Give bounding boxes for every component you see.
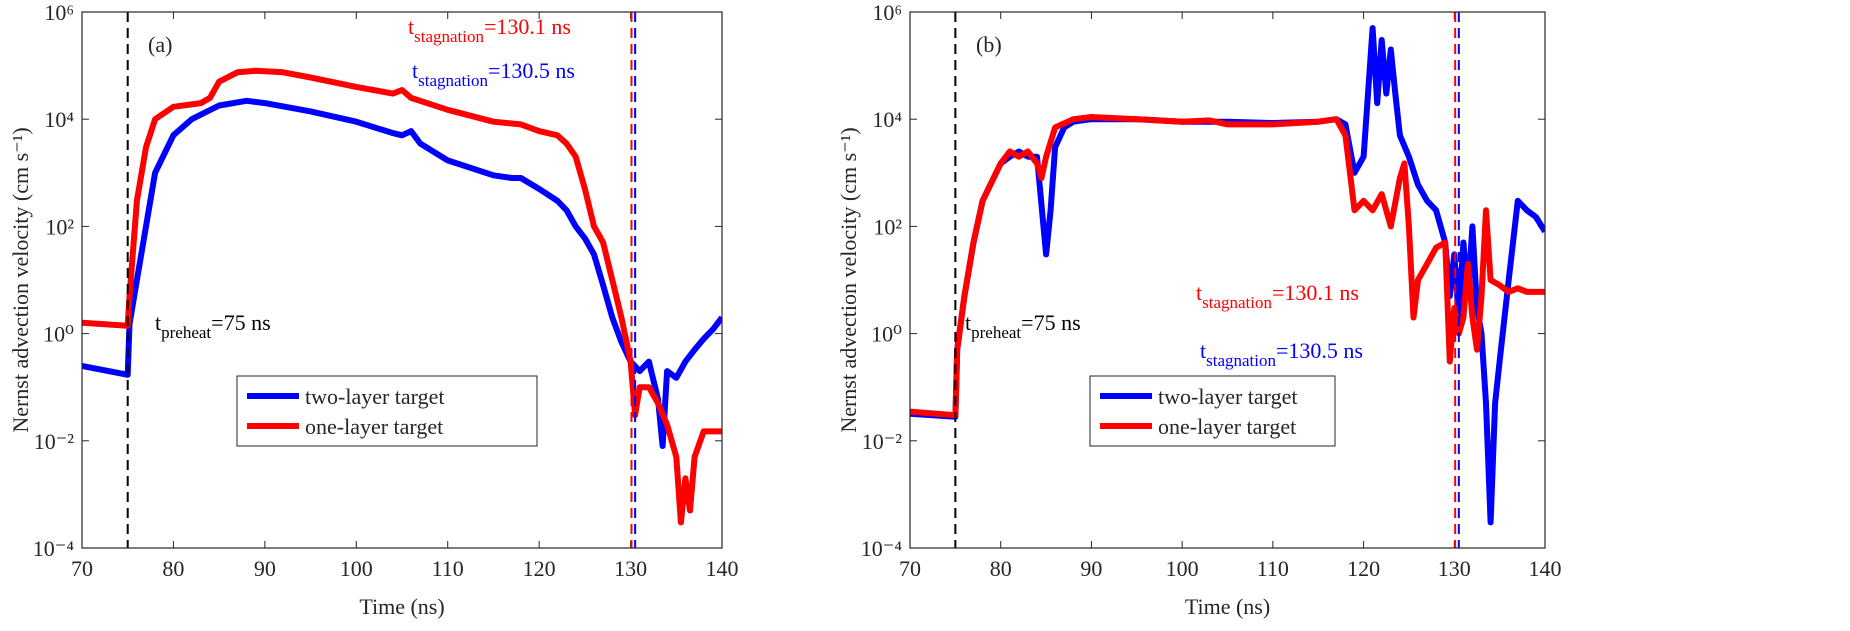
panel: 70 80 90 100 110 120 130 140 10⁻⁴ 10⁻² 10⁰ 10² 10⁴ 10… bbox=[8, 0, 739, 619]
legend-label: two-layer target bbox=[305, 384, 444, 409]
legend-label: two-layer target bbox=[1158, 384, 1297, 409]
annotation-base: t bbox=[408, 14, 414, 39]
axes-box bbox=[909, 11, 1546, 549]
y-tick-label: 10⁴ bbox=[872, 107, 902, 132]
annotation-text: =130.1 ns bbox=[484, 14, 571, 39]
y-tick-label: 10⁻⁴ bbox=[861, 536, 903, 561]
legend-label: one-layer target bbox=[1158, 414, 1296, 439]
y-tick-label: 10⁻² bbox=[862, 429, 903, 454]
x-tick-label: 100 bbox=[1166, 556, 1199, 581]
data-lines bbox=[910, 25, 1545, 526]
plot-area bbox=[910, 12, 1545, 548]
x-tick-label: 100 bbox=[340, 556, 373, 581]
annotation-base: t bbox=[412, 58, 418, 83]
series-line bbox=[910, 25, 1545, 526]
y-tick-label: 10² bbox=[45, 214, 74, 239]
x-axis-label: Time (ns) bbox=[359, 594, 444, 619]
x-tick-label: 80 bbox=[162, 556, 184, 581]
panel-label: (a) bbox=[148, 32, 172, 57]
y-tick-label: 10⁻⁴ bbox=[33, 536, 75, 561]
x-tick-label: 140 bbox=[1529, 556, 1562, 581]
annotation: tpreheat=75 ns bbox=[965, 310, 1081, 342]
annotation-sub: preheat bbox=[161, 323, 211, 342]
annotation-sub: preheat bbox=[971, 323, 1021, 342]
annotation-base: t bbox=[965, 310, 971, 335]
annotation-base: t bbox=[1196, 280, 1202, 305]
x-tick-label: 140 bbox=[706, 556, 739, 581]
y-tick-label: 10² bbox=[873, 214, 902, 239]
annotation: tstagnation=130.5 ns bbox=[412, 58, 575, 90]
annotation: tstagnation=130.1 ns bbox=[408, 14, 571, 46]
x-tick-label: 130 bbox=[614, 556, 647, 581]
x-tick-label: 110 bbox=[432, 556, 464, 581]
y-tick-label: 10⁰ bbox=[871, 322, 902, 347]
legend-label: one-layer target bbox=[305, 414, 443, 439]
annotation-text: =130.5 ns bbox=[488, 58, 575, 83]
legend-box bbox=[236, 375, 538, 447]
y-tick-label: 10⁰ bbox=[43, 322, 74, 347]
x-tick-label: 70 bbox=[899, 556, 921, 581]
x-tick-label: 90 bbox=[1080, 556, 1102, 581]
series-line bbox=[82, 97, 722, 449]
annotation-text: =130.1 ns bbox=[1272, 280, 1359, 305]
x-tick-label: 90 bbox=[254, 556, 276, 581]
annotation-base: t bbox=[1200, 338, 1206, 363]
x-tick-label: 80 bbox=[990, 556, 1012, 581]
y-tick-label: 10⁶ bbox=[44, 0, 74, 25]
panel-label: (b) bbox=[976, 32, 1002, 57]
series-line bbox=[82, 67, 722, 526]
annotation-sub: stagnation bbox=[414, 27, 484, 46]
x-tick-label: 130 bbox=[1438, 556, 1471, 581]
annotation: tstagnation=130.5 ns bbox=[1200, 338, 1363, 370]
annotation-sub: stagnation bbox=[1202, 293, 1272, 312]
annotation-base: t bbox=[155, 310, 161, 335]
annotation: tstagnation=130.1 ns bbox=[1196, 280, 1359, 312]
x-axis-label: Time (ns) bbox=[1185, 594, 1270, 619]
x-tick-label: 120 bbox=[523, 556, 556, 581]
x-tick-label: 110 bbox=[1257, 556, 1289, 581]
legend: two-layer target one-layer target bbox=[1089, 375, 1336, 447]
y-axis-label: Nernst advection velocity (cm s⁻¹) bbox=[836, 127, 861, 432]
y-tick-label: 10⁻² bbox=[34, 429, 75, 454]
y-axis-label: Nernst advection velocity (cm s⁻¹) bbox=[8, 127, 33, 432]
legend: two-layer target one-layer target bbox=[236, 375, 538, 447]
y-tick-label: 10⁶ bbox=[872, 0, 902, 25]
y-tick-label: 10⁴ bbox=[44, 107, 74, 132]
annotation-sub: stagnation bbox=[1206, 351, 1276, 370]
annotation-text: =130.5 ns bbox=[1276, 338, 1363, 363]
legend-box bbox=[1089, 375, 1336, 447]
annotation: tpreheat=75 ns bbox=[155, 310, 271, 342]
data-lines bbox=[82, 67, 722, 526]
series-line bbox=[910, 114, 1545, 419]
panel: 70 80 90 100 110 120 130 140 10⁻⁴ 10⁻² 10⁰ 10² 10⁴ 10… bbox=[836, 0, 1562, 619]
x-tick-label: 120 bbox=[1347, 556, 1380, 581]
annotation-sub: stagnation bbox=[418, 71, 488, 90]
annotation-text: =75 ns bbox=[211, 310, 270, 335]
x-tick-label: 70 bbox=[71, 556, 93, 581]
annotation-text: =75 ns bbox=[1021, 310, 1080, 335]
axes-box bbox=[81, 11, 723, 549]
